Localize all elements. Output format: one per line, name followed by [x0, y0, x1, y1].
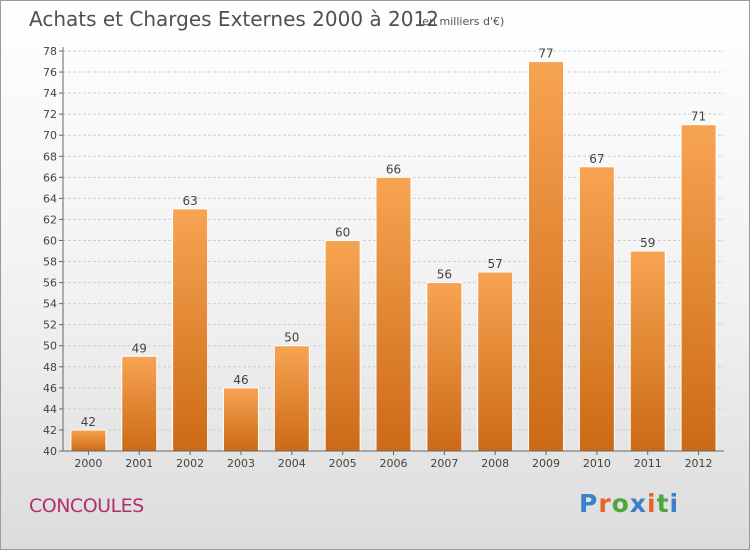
x-tick-label: 2002 [176, 457, 204, 470]
chart-title: Achats et Charges Externes 2000 à 2012 [29, 7, 439, 31]
x-tick-label: 2004 [278, 457, 306, 470]
bar-2001[interactable] [121, 355, 158, 452]
bar-2010[interactable] [578, 166, 615, 452]
logo-letter: r [598, 489, 612, 518]
logo-letter: i [647, 489, 657, 518]
value-label-2006: 66 [386, 162, 401, 176]
value-label-2000: 42 [81, 415, 96, 429]
x-tick-label: 2012 [685, 457, 713, 470]
y-tick-label: 58 [43, 256, 57, 269]
bar-2005[interactable] [324, 239, 361, 452]
value-label-2011: 59 [640, 236, 655, 250]
value-label-2003: 46 [233, 373, 248, 387]
y-tick-label: 56 [43, 277, 57, 290]
bar-2003[interactable] [222, 387, 259, 452]
bars-group [70, 61, 717, 452]
x-tick-label: 2006 [380, 457, 408, 470]
x-tick-label: 2008 [481, 457, 509, 470]
y-tick-label: 68 [43, 150, 57, 163]
y-tick-label: 60 [43, 234, 57, 247]
bar-2012[interactable] [680, 124, 717, 452]
value-label-2010: 67 [589, 152, 604, 166]
logo-letter: t [656, 489, 670, 518]
y-tick-label: 46 [43, 382, 57, 395]
logo-letter: P [579, 489, 599, 518]
chart-subtitle: (en milliers d'€) [418, 15, 505, 28]
x-tick-labels: 2000 2001 2002 2003 2004 2005 2006 2007 2008 2009… [74, 451, 713, 470]
proxiti-logo[interactable]: Proxiti [579, 489, 679, 518]
y-tick-label: 74 [43, 87, 57, 100]
x-tick-label: 2007 [430, 457, 458, 470]
bar-2008[interactable] [477, 271, 514, 452]
y-tick-label: 42 [43, 424, 57, 437]
value-label-2009: 77 [538, 47, 553, 61]
x-tick-label: 2009 [532, 457, 560, 470]
bar-2002[interactable] [172, 208, 209, 452]
y-tick-label: 76 [43, 66, 57, 79]
x-tick-label: 2010 [583, 457, 611, 470]
y-tick-label: 44 [43, 403, 57, 416]
y-tick-label: 52 [43, 319, 57, 332]
value-label-2002: 63 [182, 194, 197, 208]
bar-2009[interactable] [528, 61, 565, 452]
y-tick-label: 70 [43, 129, 57, 142]
y-tick-label: 66 [43, 171, 57, 184]
y-tick-labels: 40 42 44 46 48 50 52 54 56 58 60 62 64 66 68 70 72 74 76 78 [43, 45, 57, 458]
bar-2006[interactable] [375, 176, 412, 452]
y-tick-label: 72 [43, 108, 57, 121]
value-labels: 42 49 63 46 50 60 66 56 57 77 67 59 71 [81, 47, 706, 429]
bar-2004[interactable] [273, 345, 310, 452]
value-label-2007: 56 [437, 268, 452, 282]
logo-letter: x [629, 489, 647, 518]
x-tick-label: 2001 [125, 457, 153, 470]
value-label-2012: 71 [691, 110, 706, 124]
value-label-2001: 49 [132, 341, 147, 355]
y-tick-label: 48 [43, 361, 57, 374]
logo-letter: i [669, 489, 680, 518]
bar-2000[interactable] [70, 429, 107, 452]
x-tick-label: 2000 [74, 457, 102, 470]
y-tick-label: 54 [43, 298, 57, 311]
y-tick-label: 78 [43, 45, 57, 58]
commune-name: CONCOULES [29, 495, 144, 517]
x-tick-label: 2005 [329, 457, 357, 470]
x-tick-label: 2003 [227, 457, 255, 470]
y-tick-label: 50 [43, 340, 57, 353]
y-tick-label: 62 [43, 213, 57, 226]
y-tick-label: 40 [43, 445, 57, 458]
value-label-2008: 57 [488, 257, 503, 271]
logo-letter: o [611, 489, 630, 518]
y-tick-label: 64 [43, 192, 57, 205]
x-tick-label: 2011 [634, 457, 662, 470]
value-label-2004: 50 [284, 331, 299, 345]
value-label-2005: 60 [335, 225, 350, 239]
bar-2007[interactable] [426, 282, 463, 452]
bar-2011[interactable] [629, 250, 666, 452]
